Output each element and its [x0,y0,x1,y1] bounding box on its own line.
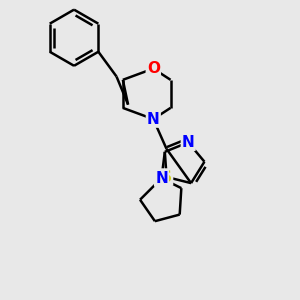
Text: N: N [147,112,160,127]
Text: N: N [182,135,195,150]
Text: N: N [155,171,168,186]
Text: O: O [147,61,160,76]
Text: S: S [161,169,172,184]
